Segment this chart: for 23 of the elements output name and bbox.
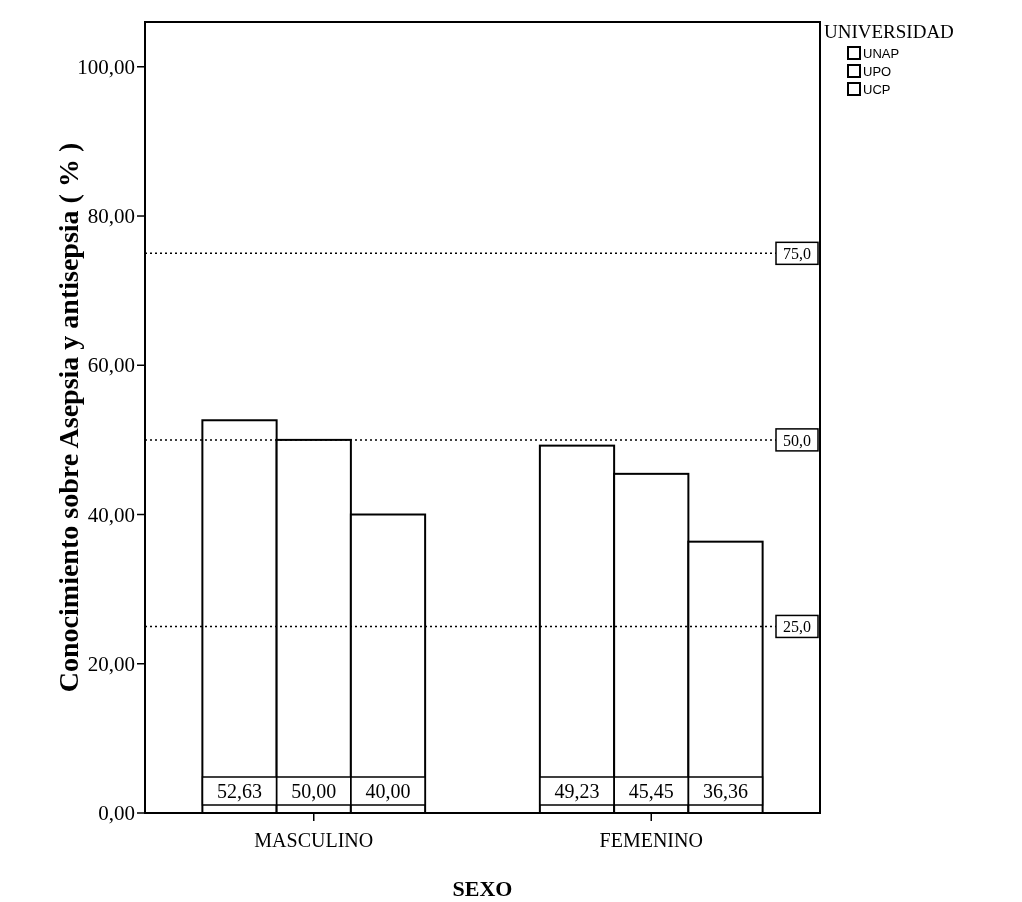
y-tick-label: 0,00 xyxy=(98,801,135,825)
data-label: 40,00 xyxy=(365,780,411,802)
data-label: 36,36 xyxy=(703,780,748,802)
x-tick-label: MASCULINO xyxy=(254,829,374,851)
data-label: 52,63 xyxy=(217,780,262,802)
y-tick-label: 20,00 xyxy=(87,651,135,676)
data-label: 45,45 xyxy=(628,780,674,802)
y-tick-label: 100,00 xyxy=(77,54,135,79)
y-tick-label: 40,00 xyxy=(87,502,135,527)
data-label: 50,00 xyxy=(291,780,337,802)
ref-line-label: 75,0 xyxy=(783,245,811,263)
y-tick-label: 80,00 xyxy=(87,204,135,229)
ref-line-label: 50,0 xyxy=(783,431,811,449)
y-tick-label: 60,00 xyxy=(87,353,135,378)
legend-label: UCP xyxy=(863,82,891,97)
ref-line-label: 25,0 xyxy=(783,618,811,636)
legend-title: UNIVERSIDAD xyxy=(824,21,954,42)
x-axis-title: SEXO xyxy=(452,876,513,901)
legend-label: UPO xyxy=(863,64,892,79)
y-axis-title: Conocimiento sobre Asepsia y antisepsia ( % ) xyxy=(53,142,84,693)
data-label: 49,23 xyxy=(554,780,600,802)
x-tick-label: FEMENINO xyxy=(599,829,703,851)
legend-label: UNAP xyxy=(863,46,900,61)
